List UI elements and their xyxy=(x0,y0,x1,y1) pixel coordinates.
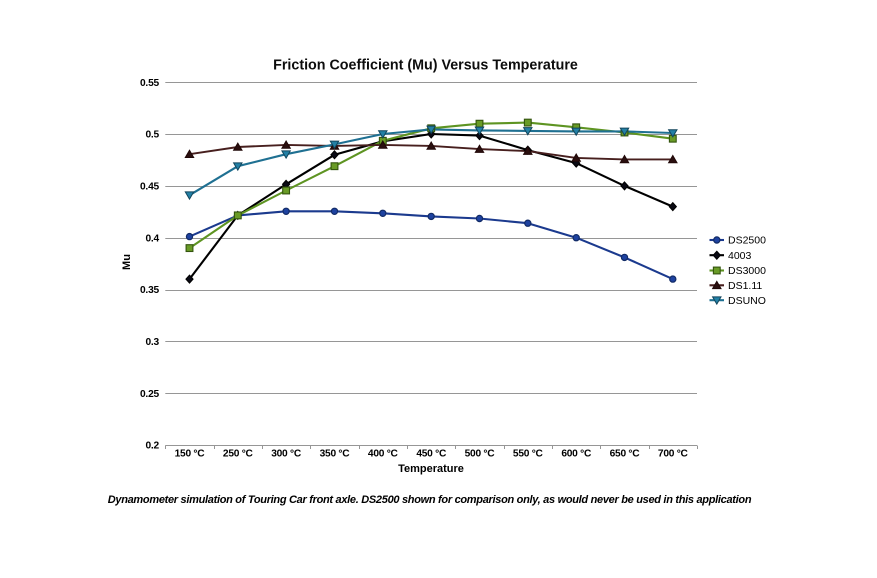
svg-text:Temperature: Temperature xyxy=(398,463,464,475)
svg-text:0.55: 0.55 xyxy=(140,78,160,89)
svg-text:0.25: 0.25 xyxy=(140,389,160,400)
svg-text:DS2500: DS2500 xyxy=(728,235,766,247)
svg-text:Dynamometer simulation of Tour: Dynamometer simulation of Touring Car fr… xyxy=(108,494,752,506)
svg-text:0.45: 0.45 xyxy=(140,182,160,193)
svg-text:650 °C: 650 °C xyxy=(610,449,641,460)
svg-text:600 °C: 600 °C xyxy=(561,449,592,460)
svg-text:700 °C: 700 °C xyxy=(658,449,689,460)
svg-text:0.5: 0.5 xyxy=(145,130,159,141)
svg-text:0.35: 0.35 xyxy=(140,285,160,296)
svg-text:DS3000: DS3000 xyxy=(728,265,766,277)
svg-text:300 °C: 300 °C xyxy=(271,449,302,460)
svg-text:0.2: 0.2 xyxy=(145,441,159,452)
svg-text:500 °C: 500 °C xyxy=(465,449,496,460)
svg-text:Mu: Mu xyxy=(121,254,133,270)
svg-text:350 °C: 350 °C xyxy=(320,449,351,460)
svg-text:550 °C: 550 °C xyxy=(513,449,544,460)
svg-text:DS1.11: DS1.11 xyxy=(728,280,762,292)
svg-text:DSUNO: DSUNO xyxy=(728,295,766,307)
svg-text:4003: 4003 xyxy=(728,250,752,262)
svg-text:150 °C: 150 °C xyxy=(175,449,206,460)
svg-text:0.4: 0.4 xyxy=(145,233,159,244)
svg-text:Friction Coefficient (Mu) Vers: Friction Coefficient (Mu) Versus Tempera… xyxy=(273,58,578,74)
svg-text:0.3: 0.3 xyxy=(145,337,159,348)
svg-text:400 °C: 400 °C xyxy=(368,449,399,460)
svg-text:250 °C: 250 °C xyxy=(223,449,254,460)
svg-text:450 °C: 450 °C xyxy=(416,449,447,460)
